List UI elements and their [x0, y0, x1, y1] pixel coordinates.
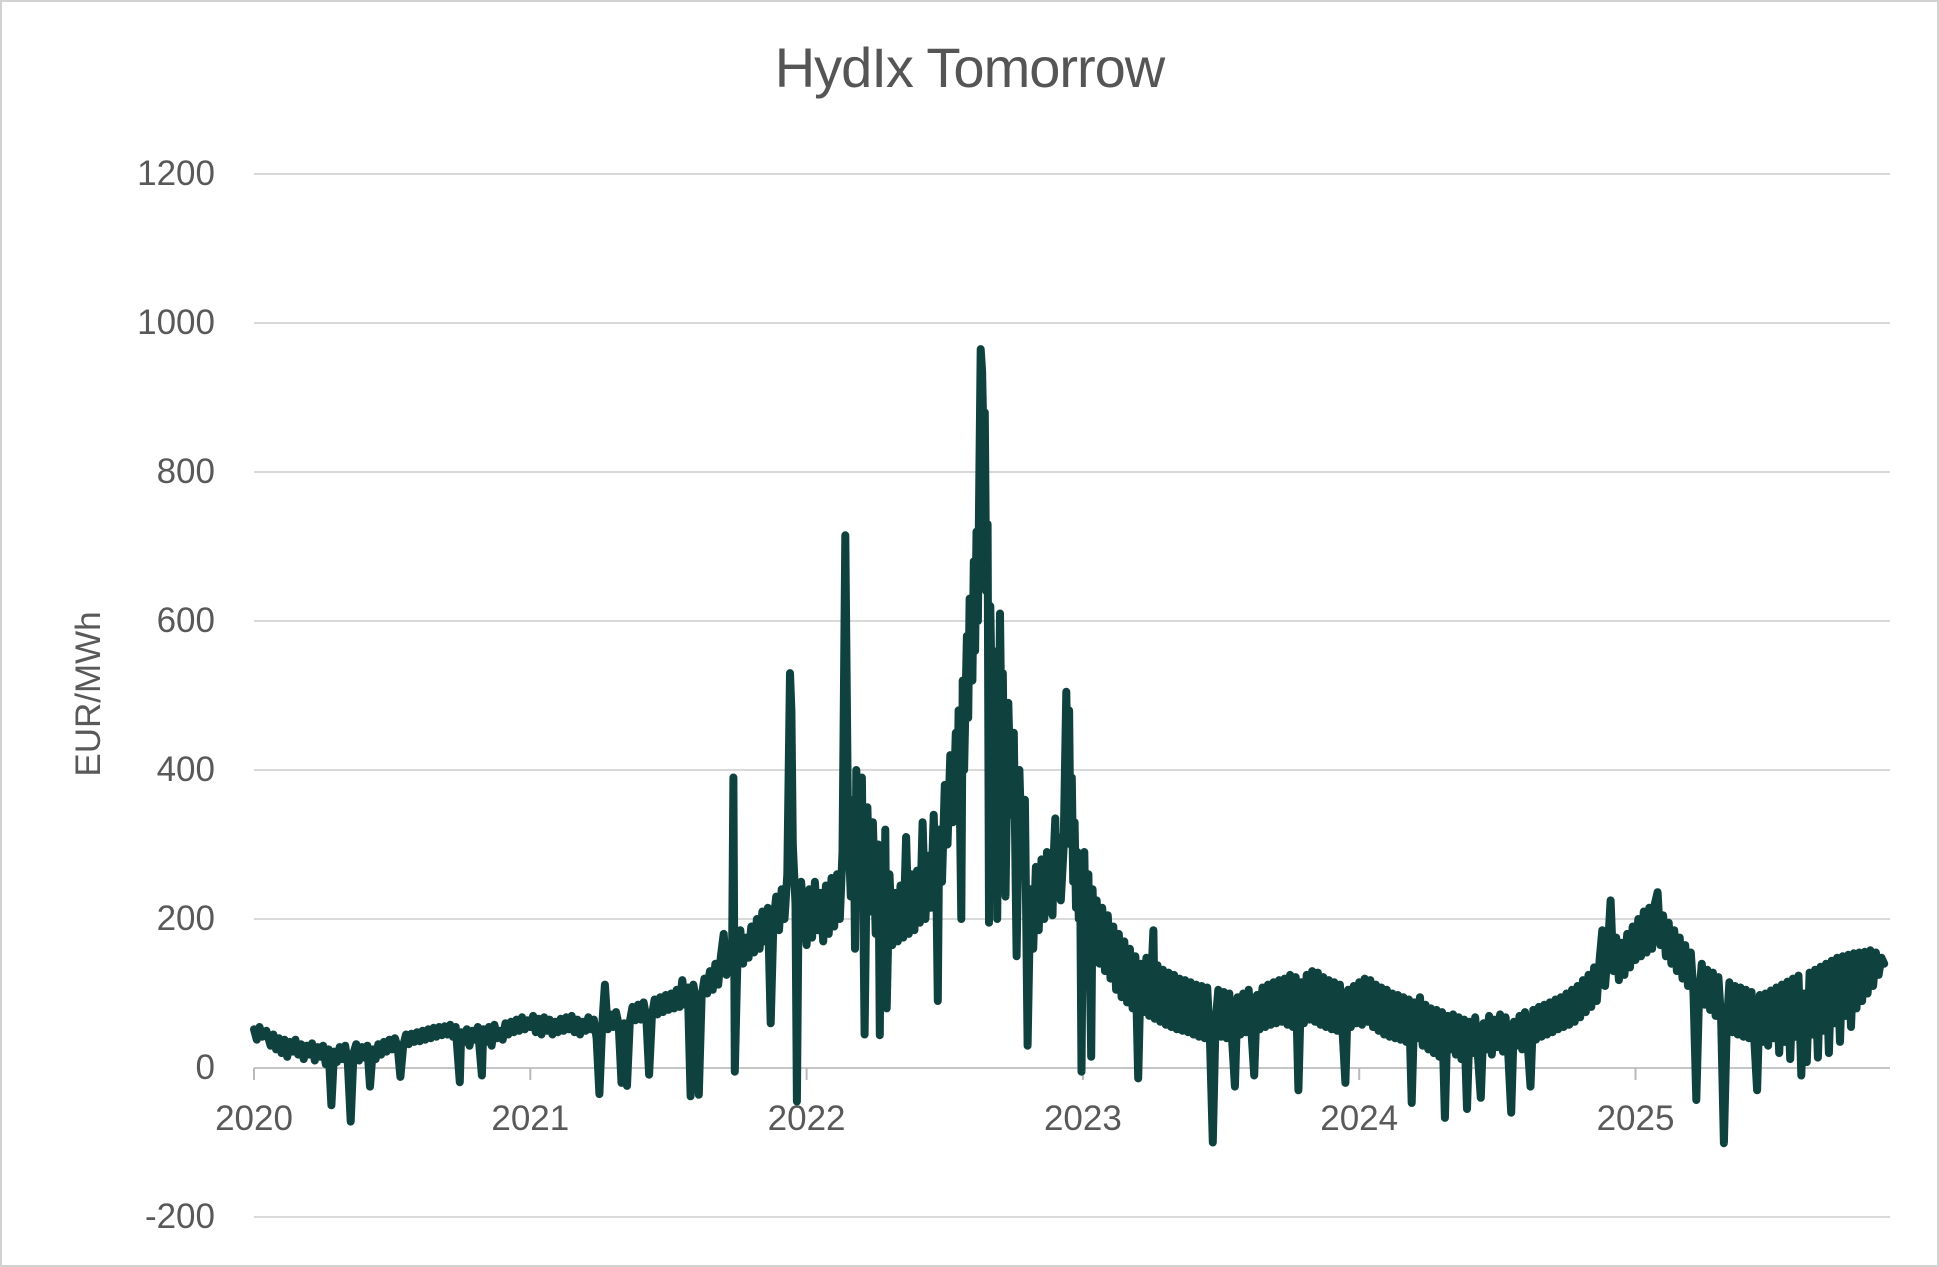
y-tick-label: 400 — [156, 750, 215, 789]
x-tick-label: 2020 — [215, 1099, 293, 1138]
chart-title: HydIx Tomorrow — [774, 36, 1166, 99]
y-tick-label: 1200 — [137, 154, 215, 193]
x-tick-label: 2021 — [491, 1099, 570, 1138]
y-tick-label: 0 — [195, 1048, 215, 1087]
price-line-series — [250, 345, 1889, 1148]
x-tick-label: 2024 — [1320, 1099, 1399, 1138]
y-tick-label: -200 — [144, 1197, 215, 1236]
y-tick-label: 1000 — [137, 303, 215, 342]
x-tick-label: 2023 — [1043, 1099, 1122, 1138]
x-tick-label: 2025 — [1596, 1099, 1675, 1138]
y-tick-label: 800 — [156, 452, 215, 491]
y-tick-label: 600 — [156, 601, 215, 640]
y-tick-label: 200 — [156, 899, 215, 938]
x-tick-label: 2022 — [767, 1099, 846, 1138]
